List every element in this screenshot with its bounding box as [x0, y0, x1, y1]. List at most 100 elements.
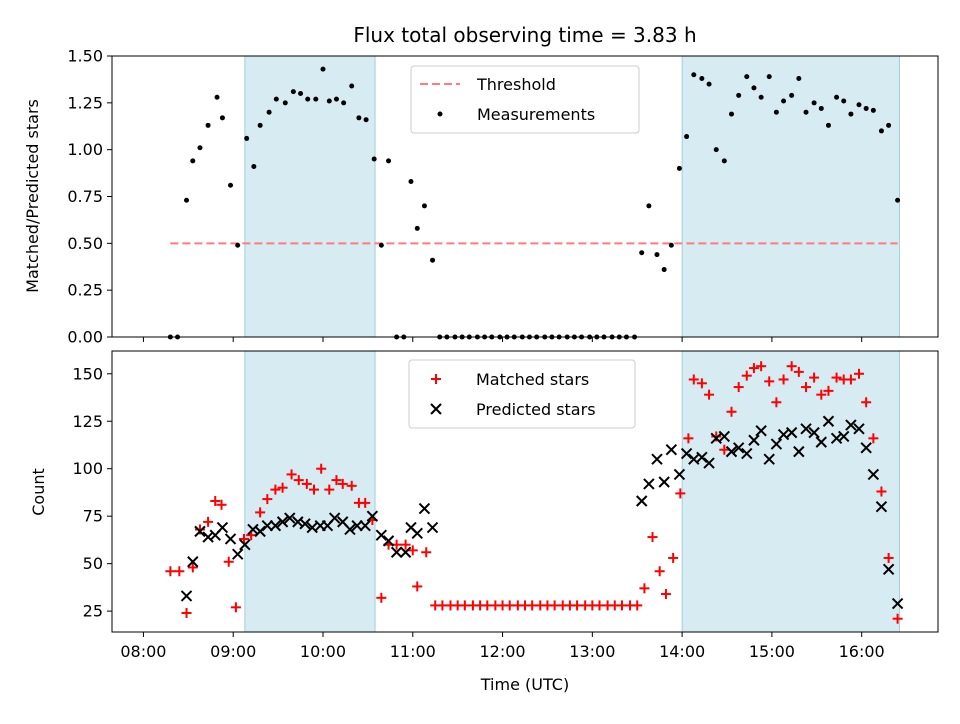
predicted-star-point [399, 546, 412, 558]
matched-star-point [187, 562, 198, 573]
predicted-star-point [276, 516, 289, 528]
predicted-star-point [366, 510, 379, 522]
matched-star-point [711, 431, 722, 442]
measurement-point [333, 96, 339, 102]
predicted-star-point [328, 512, 341, 524]
predicted-star-point [651, 453, 663, 465]
predicted-star-point [411, 527, 423, 539]
measurement-point [235, 242, 241, 248]
measurement-point [654, 252, 660, 258]
matched-star-point [316, 463, 327, 474]
matched-star-point [309, 484, 320, 495]
predicted-star-point [636, 495, 648, 507]
measurement-point [386, 158, 392, 164]
measurement-point [430, 257, 436, 263]
measurement-point [228, 182, 234, 188]
matched-star-point [286, 469, 297, 480]
top-panel: 0.00 0.25 0.50 0.75 1.00 1.25 1.50 Matched/Pre… [23, 47, 939, 347]
matched-star-point [756, 361, 767, 372]
measurement-point [781, 98, 787, 104]
matched-star-point [733, 382, 744, 393]
matched-star-point [683, 433, 694, 444]
predicted-star-point [838, 430, 850, 443]
x-tick-label: 15:00 [749, 642, 795, 661]
predicted-star-point [696, 451, 708, 464]
predicted-star-point [718, 430, 731, 443]
measurement-point [751, 85, 757, 91]
measurement-point [298, 90, 304, 96]
matched-star-point [741, 370, 752, 381]
predicted-star-point [216, 521, 229, 534]
measurement-point [219, 115, 225, 121]
predicted-star-point [860, 442, 872, 454]
matched-star-point [203, 516, 214, 527]
measurement-point [661, 267, 667, 273]
predicted-star-point [299, 518, 311, 530]
y-tick-label: 0.25 [67, 281, 103, 300]
predicted-star-point [703, 457, 715, 469]
predicted-star-point [426, 521, 439, 534]
matched-star-point [412, 581, 423, 592]
matched-star-point [376, 592, 387, 603]
x-tick-label: 08:00 [120, 642, 166, 661]
matched-star-point [194, 524, 205, 535]
matched-legend-label: Matched stars [476, 370, 589, 389]
matched-star-point [400, 539, 411, 550]
measurement-point [646, 203, 652, 209]
matched-star-point [421, 547, 432, 558]
measurement-point [639, 250, 645, 256]
shaded-interval [244, 350, 376, 633]
predicted-star-point [231, 548, 244, 560]
y-tick-label: 125 [72, 412, 103, 431]
bottom-axes-frame [111, 350, 939, 633]
matched-star-point [223, 556, 234, 567]
predicted-star-point [815, 436, 827, 448]
matched-star-point [816, 389, 827, 400]
bottom-y-axis-label: Count [29, 468, 48, 516]
predicted-star-point [891, 597, 904, 610]
measurement-point [811, 100, 817, 106]
matched-star-point [255, 507, 266, 518]
y-tick-label: 100 [72, 459, 103, 478]
predicted-star-point [658, 476, 670, 488]
top-legend: Threshold Measurements [410, 65, 640, 134]
matched-star-point [210, 495, 221, 506]
matched-star-point [407, 545, 418, 556]
measurement-point [371, 156, 377, 162]
predicted-star-point [875, 500, 888, 513]
predicted-star-point [194, 525, 206, 538]
predicted-star-point [187, 556, 199, 568]
measurement-point [706, 81, 712, 87]
bottom-legend: Matched stars Predicted stars [408, 359, 636, 429]
predicted-star-point [254, 525, 266, 538]
matched-star-point [719, 444, 730, 455]
measurement-point [273, 96, 279, 102]
predicted-star-point [643, 478, 655, 490]
measurement-point [668, 242, 674, 248]
predicted-star-point [748, 434, 760, 446]
chart-title: Flux total observing time = 3.83 h [353, 23, 696, 47]
matched-star-point [764, 376, 775, 387]
measurement-point [691, 72, 697, 78]
matched-star-point [270, 484, 281, 495]
measurement-point [729, 111, 734, 117]
matched-star-point [778, 374, 789, 385]
measurement-point [744, 74, 750, 80]
matched-star-point [238, 533, 249, 544]
predicted-star-point [785, 426, 798, 439]
matched-star-point [892, 613, 903, 624]
y-tick-label: 1.50 [67, 47, 103, 66]
matched-star-point [726, 406, 737, 417]
matched-star-point [181, 608, 192, 619]
threshold-legend-label: Threshold [476, 75, 556, 94]
measurement-point [796, 75, 802, 81]
measurement-point [282, 100, 288, 106]
y-tick-label: 0.75 [67, 187, 103, 206]
measurement-point [326, 98, 332, 104]
predicted-star-point [390, 546, 403, 558]
predicted-stars-points [180, 415, 904, 610]
y-tick-label: 0.50 [67, 234, 103, 253]
measurement-point [789, 92, 795, 98]
predicted-star-point [680, 447, 693, 460]
measurement-point [363, 117, 369, 123]
